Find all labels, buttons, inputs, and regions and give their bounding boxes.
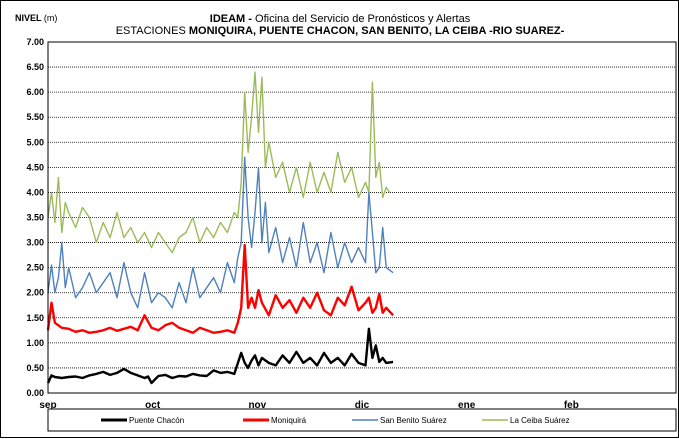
y-tick-label: 0.00 xyxy=(26,388,44,398)
y-tick-label: 7.00 xyxy=(26,37,44,47)
x-tick-labels: sep oct nov dic ene feb xyxy=(39,400,578,411)
y-tick-label: 1.50 xyxy=(26,313,44,323)
series-lines xyxy=(46,71,394,385)
y-tick-label: 3.00 xyxy=(26,238,44,248)
y-tick-label: 6.50 xyxy=(26,62,44,72)
legend-label: La Ceiba Suárez xyxy=(510,416,570,425)
y-axis-label: NIVEL (m) xyxy=(15,13,57,23)
y-tick-label: 0.50 xyxy=(26,363,44,373)
chart-subtitle: ESTACIONES MONIQUIRA, PUENTE CHACON, SAN… xyxy=(116,25,565,37)
x-tick-label: ene xyxy=(458,400,476,411)
series-line xyxy=(46,243,394,334)
y-tick-label: 2.00 xyxy=(26,288,44,298)
gridlines xyxy=(48,41,676,394)
legend-label: Moniquirá xyxy=(271,416,307,425)
y-tick-label: 6.00 xyxy=(26,87,44,97)
plot-area xyxy=(47,41,677,394)
legend-entries: Puente Chacón Moniquirá San Benito Suárez L… xyxy=(101,416,570,425)
y-tick-label: 5.50 xyxy=(26,112,44,122)
x-tick-label: oct xyxy=(145,400,161,411)
y-tick-label: 5.00 xyxy=(26,137,44,147)
y-tick-label: 2.50 xyxy=(26,263,44,273)
series-line xyxy=(47,156,394,309)
y-tick-label: 1.00 xyxy=(26,338,44,348)
y-tick-label: 4.50 xyxy=(26,162,44,172)
x-tick-label: nov xyxy=(248,400,266,411)
legend-label: Puente Chacón xyxy=(129,416,184,425)
series-line xyxy=(46,327,394,385)
x-tick-label: sep xyxy=(39,400,56,411)
chart-title: IDEAM - Oficina del Servicio de Pronósti… xyxy=(210,13,471,25)
y-tick-label: 3.50 xyxy=(26,213,44,223)
legend-label: San Benito Suárez xyxy=(380,416,447,425)
y-tick-label: 4.00 xyxy=(26,187,44,197)
y-tick-labels: 0.00 0.50 1.00 1.50 2.00 2.50 3.00 3.50 4.00 4.50… xyxy=(26,37,44,398)
x-tick-label: feb xyxy=(564,400,579,411)
series-line xyxy=(47,71,391,254)
x-tick-label: dic xyxy=(355,400,370,411)
